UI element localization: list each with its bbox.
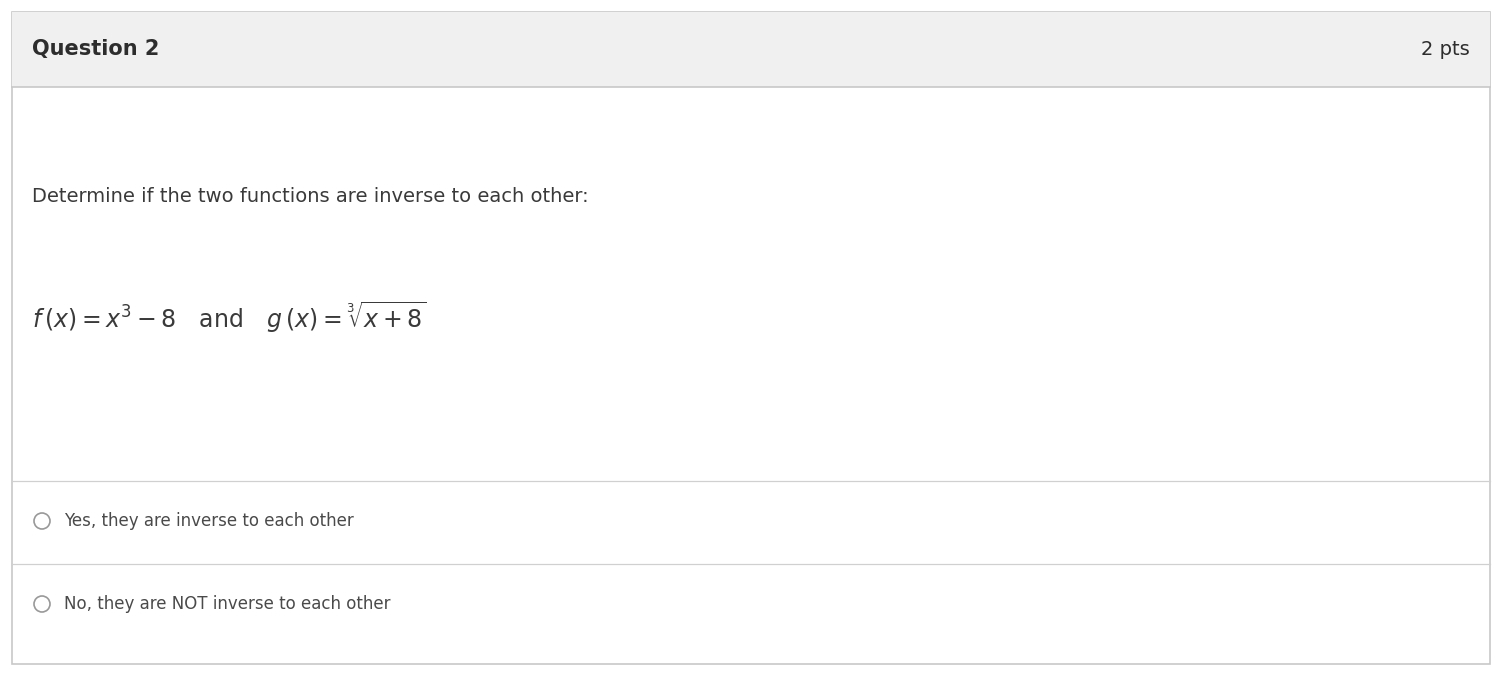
Text: 2 pts: 2 pts <box>1421 40 1470 59</box>
Text: $f\,(x) = x^3 - 8 \quad \mathrm{and} \quad g\,(x) = \sqrt[3]{x+8}$: $f\,(x) = x^3 - 8 \quad \mathrm{and} \qu… <box>32 299 427 335</box>
Text: Yes, they are inverse to each other: Yes, they are inverse to each other <box>65 512 354 530</box>
Text: Determine if the two functions are inverse to each other:: Determine if the two functions are inver… <box>32 187 589 206</box>
Text: Question 2: Question 2 <box>32 39 159 59</box>
FancyBboxPatch shape <box>12 12 1490 664</box>
FancyBboxPatch shape <box>12 12 1490 87</box>
Text: No, they are NOT inverse to each other: No, they are NOT inverse to each other <box>65 595 391 613</box>
